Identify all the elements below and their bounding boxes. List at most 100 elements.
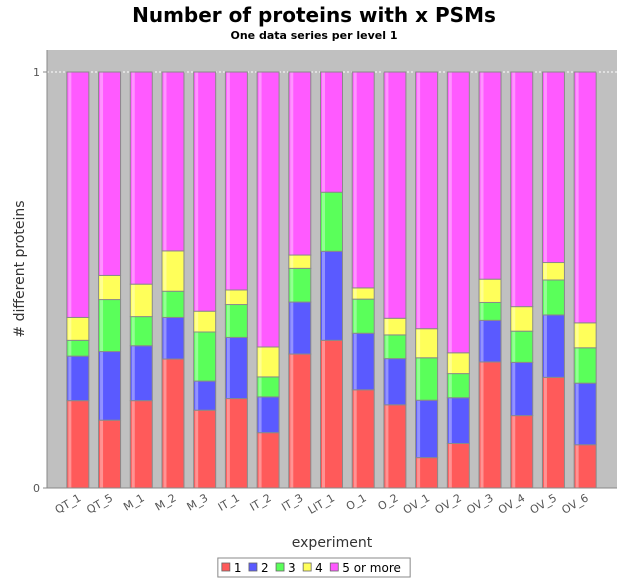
bar-segment-IT_2-4 <box>256 71 280 348</box>
bar-highlight <box>290 72 294 255</box>
bar-highlight <box>543 72 547 263</box>
x-ticks-group: QT_1 QT_5 M_1 M_2 M_3 IT_1 IT_2 IT_3 LIT_1 O_1 O_2… <box>53 491 591 517</box>
bar-segment-OV_5-4 <box>541 71 565 264</box>
x-tick-label: M_1 <box>121 491 147 513</box>
bar-highlight <box>226 290 230 305</box>
bar-segment-QT_1-4 <box>66 71 90 318</box>
bar-highlight <box>353 333 357 390</box>
bar-highlight <box>258 72 262 347</box>
bar-highlight <box>512 307 516 331</box>
bar-highlight <box>512 72 516 307</box>
bar-segment-OV_3-4 <box>478 71 502 280</box>
bar-highlight <box>448 72 452 353</box>
bar-highlight <box>100 352 104 420</box>
y-ticks-group: 01 <box>33 66 47 495</box>
bar-highlight <box>163 251 167 291</box>
x-tick-label: OV_2 <box>433 491 464 517</box>
chart-subtitle: One data series per level 1 <box>230 29 397 42</box>
bar-highlight <box>575 383 579 445</box>
x-tick-label: M_2 <box>153 491 179 513</box>
bar-highlight <box>100 300 104 352</box>
bar-highlight <box>226 399 230 488</box>
x-tick-label: OV_1 <box>401 491 432 517</box>
bar-segment-M_1-4 <box>129 71 153 285</box>
bar-highlight <box>385 318 389 335</box>
bar-segment-OV_1-4 <box>415 71 439 330</box>
legend-label: 5 or more <box>342 561 401 575</box>
bar-segment-O_1-4 <box>351 71 375 289</box>
x-tick-label: IT_3 <box>279 491 305 513</box>
bar-highlight <box>290 354 294 488</box>
legend-swatch <box>275 562 285 572</box>
y-tick-label: 0 <box>33 482 40 495</box>
bar-highlight <box>575 323 579 348</box>
bar-segment-O_2-4 <box>383 71 407 319</box>
bar-highlight <box>163 317 167 359</box>
bar-highlight <box>385 359 389 405</box>
bar-highlight <box>195 381 199 410</box>
bar-highlight <box>322 340 325 488</box>
legend-swatch <box>329 562 339 572</box>
y-tick-label: 1 <box>33 66 40 79</box>
legend-label: 2 <box>261 561 269 575</box>
bar-highlight <box>258 433 262 488</box>
x-tick-label: IT_1 <box>216 491 242 513</box>
x-tick-label: O_1 <box>344 491 369 513</box>
bar-highlight <box>417 400 421 458</box>
bar-highlight <box>480 320 484 362</box>
bar-highlight <box>195 311 199 332</box>
y-axis-label: # different proteins <box>12 200 28 337</box>
bar-highlight <box>448 398 452 443</box>
bar-highlight <box>68 340 72 356</box>
bar-highlight <box>448 353 452 374</box>
bar-highlight <box>353 390 357 488</box>
bar-highlight <box>353 299 357 333</box>
bar-highlight <box>480 279 484 302</box>
bar-highlight <box>195 410 199 488</box>
bar-highlight <box>385 335 389 359</box>
bar-highlight <box>258 397 262 433</box>
bar-highlight <box>131 401 135 488</box>
bar-highlight <box>417 458 421 488</box>
x-tick-label: OV_4 <box>496 491 527 517</box>
bar-highlight <box>353 72 357 288</box>
bar-highlight <box>480 362 484 488</box>
chart-title: Number of proteins with x PSMs <box>132 3 496 27</box>
bar-highlight <box>163 291 167 317</box>
bar-highlight <box>100 420 104 488</box>
bar-highlight <box>417 329 421 358</box>
bar-highlight <box>290 302 294 354</box>
bar-highlight <box>226 72 230 290</box>
bar-segment-OV_2-4 <box>446 71 470 354</box>
legend-label: 4 <box>315 561 323 575</box>
bar-highlight <box>543 280 547 315</box>
bar-highlight <box>100 275 104 300</box>
bar-highlight <box>163 359 167 488</box>
bar-highlight <box>100 72 104 275</box>
bar-highlight <box>543 263 547 280</box>
legend-swatch <box>302 562 312 572</box>
bar-highlight <box>226 305 230 337</box>
bar-highlight <box>68 317 72 340</box>
bars-group <box>66 71 597 489</box>
bar-highlight <box>417 358 421 400</box>
x-axis-label: experiment <box>292 535 373 551</box>
x-tick-label: LIT_1 <box>306 491 337 517</box>
bar-segment-OV_4-4 <box>510 71 534 308</box>
bar-highlight <box>163 72 167 251</box>
bar-highlight <box>543 315 547 377</box>
bar-highlight <box>512 362 516 416</box>
legend-swatch <box>221 562 231 572</box>
bar-highlight <box>258 347 262 377</box>
bar-highlight <box>290 255 294 268</box>
x-tick-label: OV_3 <box>464 491 495 517</box>
bar-highlight <box>417 72 421 329</box>
bar-highlight <box>258 377 262 397</box>
bar-highlight <box>290 268 294 302</box>
bar-highlight <box>68 72 72 317</box>
x-tick-label: OV_6 <box>559 491 590 517</box>
bar-highlight <box>480 302 484 320</box>
bar-highlight <box>385 72 389 318</box>
bar-highlight <box>68 401 72 488</box>
